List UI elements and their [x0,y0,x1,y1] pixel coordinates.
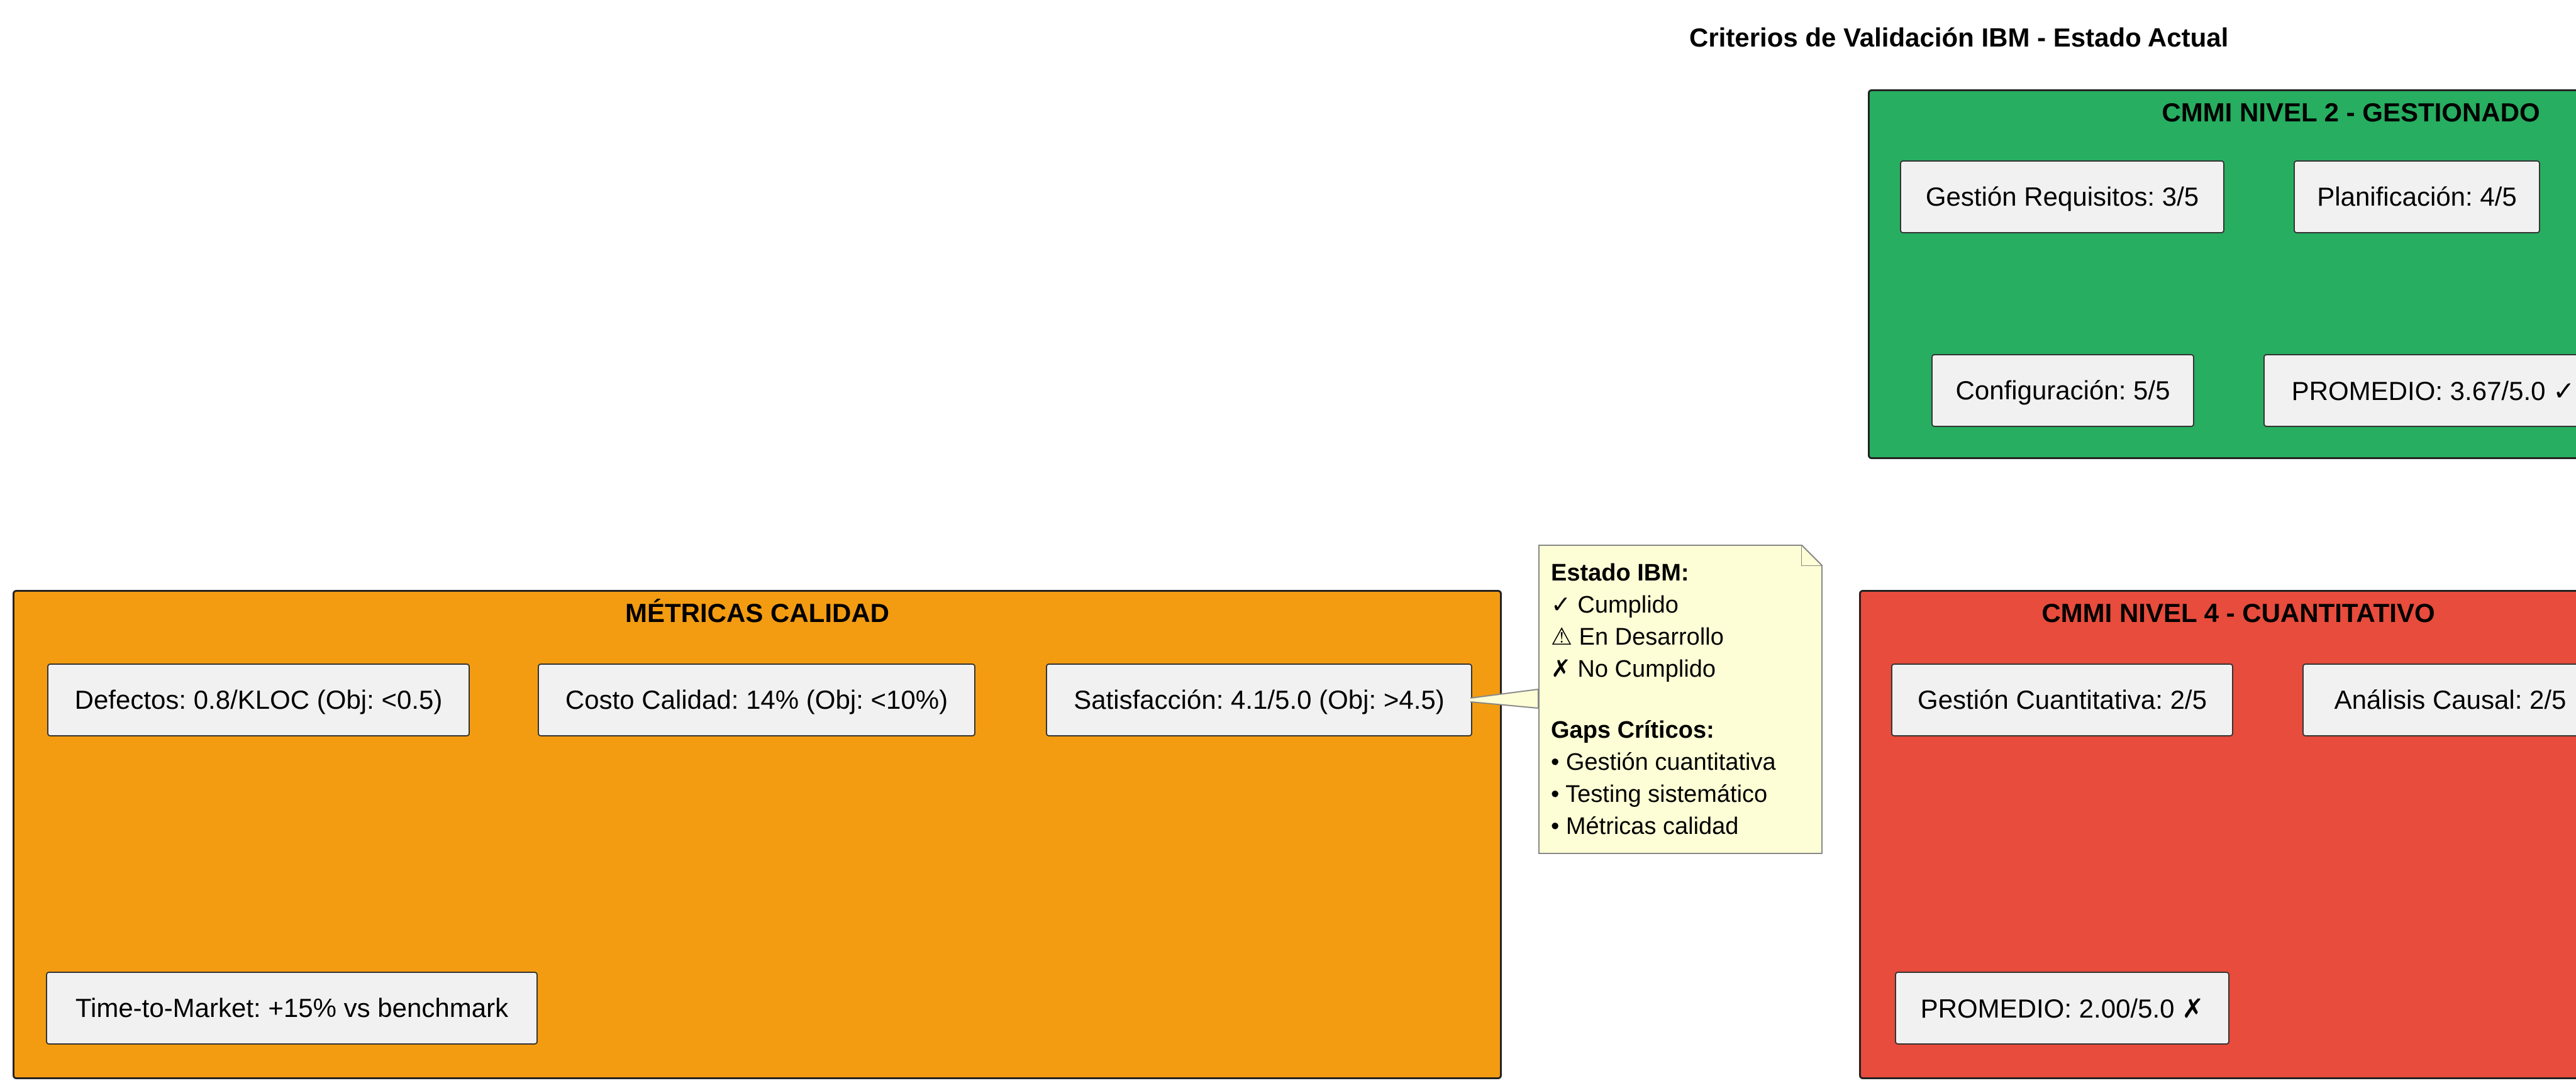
package-title-cmmi-nivel-4: CMMI NIVEL 4 - CUANTITATIVO [2041,598,2435,628]
node-costo-calidad: Costo Calidad: 14% (Obj: <10%) [538,663,975,736]
package-cmmi-nivel-4: CMMI NIVEL 4 - CUANTITATIVO Gestión Cuan… [1859,590,2576,1079]
node-gestion-requisitos: Gestión Requisitos: 3/5 [1900,160,2224,233]
note-gap-gestion-cuantitativa: • Gestión cuantitativa [1551,749,1776,775]
note-estado-no-cumplido: ✗ No Cumplido [1551,656,1716,682]
node-planificacion: Planificación: 4/5 [2294,160,2540,233]
note-gaps-header: Gaps Críticos: [1551,717,1714,743]
note-estado-ibm: Estado IBM: ✓ Cumplido ⚠ En Desarrollo ✗… [1538,545,1823,854]
node-promedio-nivel-2: PROMEDIO: 3.67/5.0 ✓ [2263,354,2576,427]
diagram-title: Criterios de Validación IBM - Estado Act… [1689,23,2229,52]
package-title-cmmi-nivel-2: CMMI NIVEL 2 - GESTIONADO [2162,97,2540,127]
note-estado-header: Estado IBM: [1551,560,1689,586]
note-estado-cumplido: ✓ Cumplido [1551,592,1679,618]
package-title-metricas-calidad: MÉTRICAS CALIDAD [625,598,889,628]
node-satisfaccion: Satisfacción: 4.1/5.0 (Obj: >4.5) [1046,663,1472,736]
node-defectos: Defectos: 0.8/KLOC (Obj: <0.5) [47,663,470,736]
note-estado-en-desarrollo: ⚠ En Desarrollo [1551,624,1724,650]
node-analisis-causal: Análisis Causal: 2/5 [2302,663,2576,736]
note-gap-testing-sistematico: • Testing sistemático [1551,781,1768,808]
package-cmmi-nivel-2: CMMI NIVEL 2 - GESTIONADO Gestión Requis… [1868,89,2576,459]
package-metricas-calidad: MÉTRICAS CALIDAD Defectos: 0.8/KLOC (Obj… [13,590,1502,1079]
note-fold-corner [1801,545,1823,566]
node-time-to-market: Time-to-Market: +15% vs benchmark [46,972,538,1045]
node-gestion-cuantitativa: Gestión Cuantitativa: 2/5 [1891,663,2233,736]
node-promedio-nivel-4: PROMEDIO: 2.00/5.0 ✗ [1895,972,2229,1045]
node-configuracion: Configuración: 5/5 [1931,354,2194,427]
note-gap-metricas-calidad: • Métricas calidad [1551,813,1739,840]
